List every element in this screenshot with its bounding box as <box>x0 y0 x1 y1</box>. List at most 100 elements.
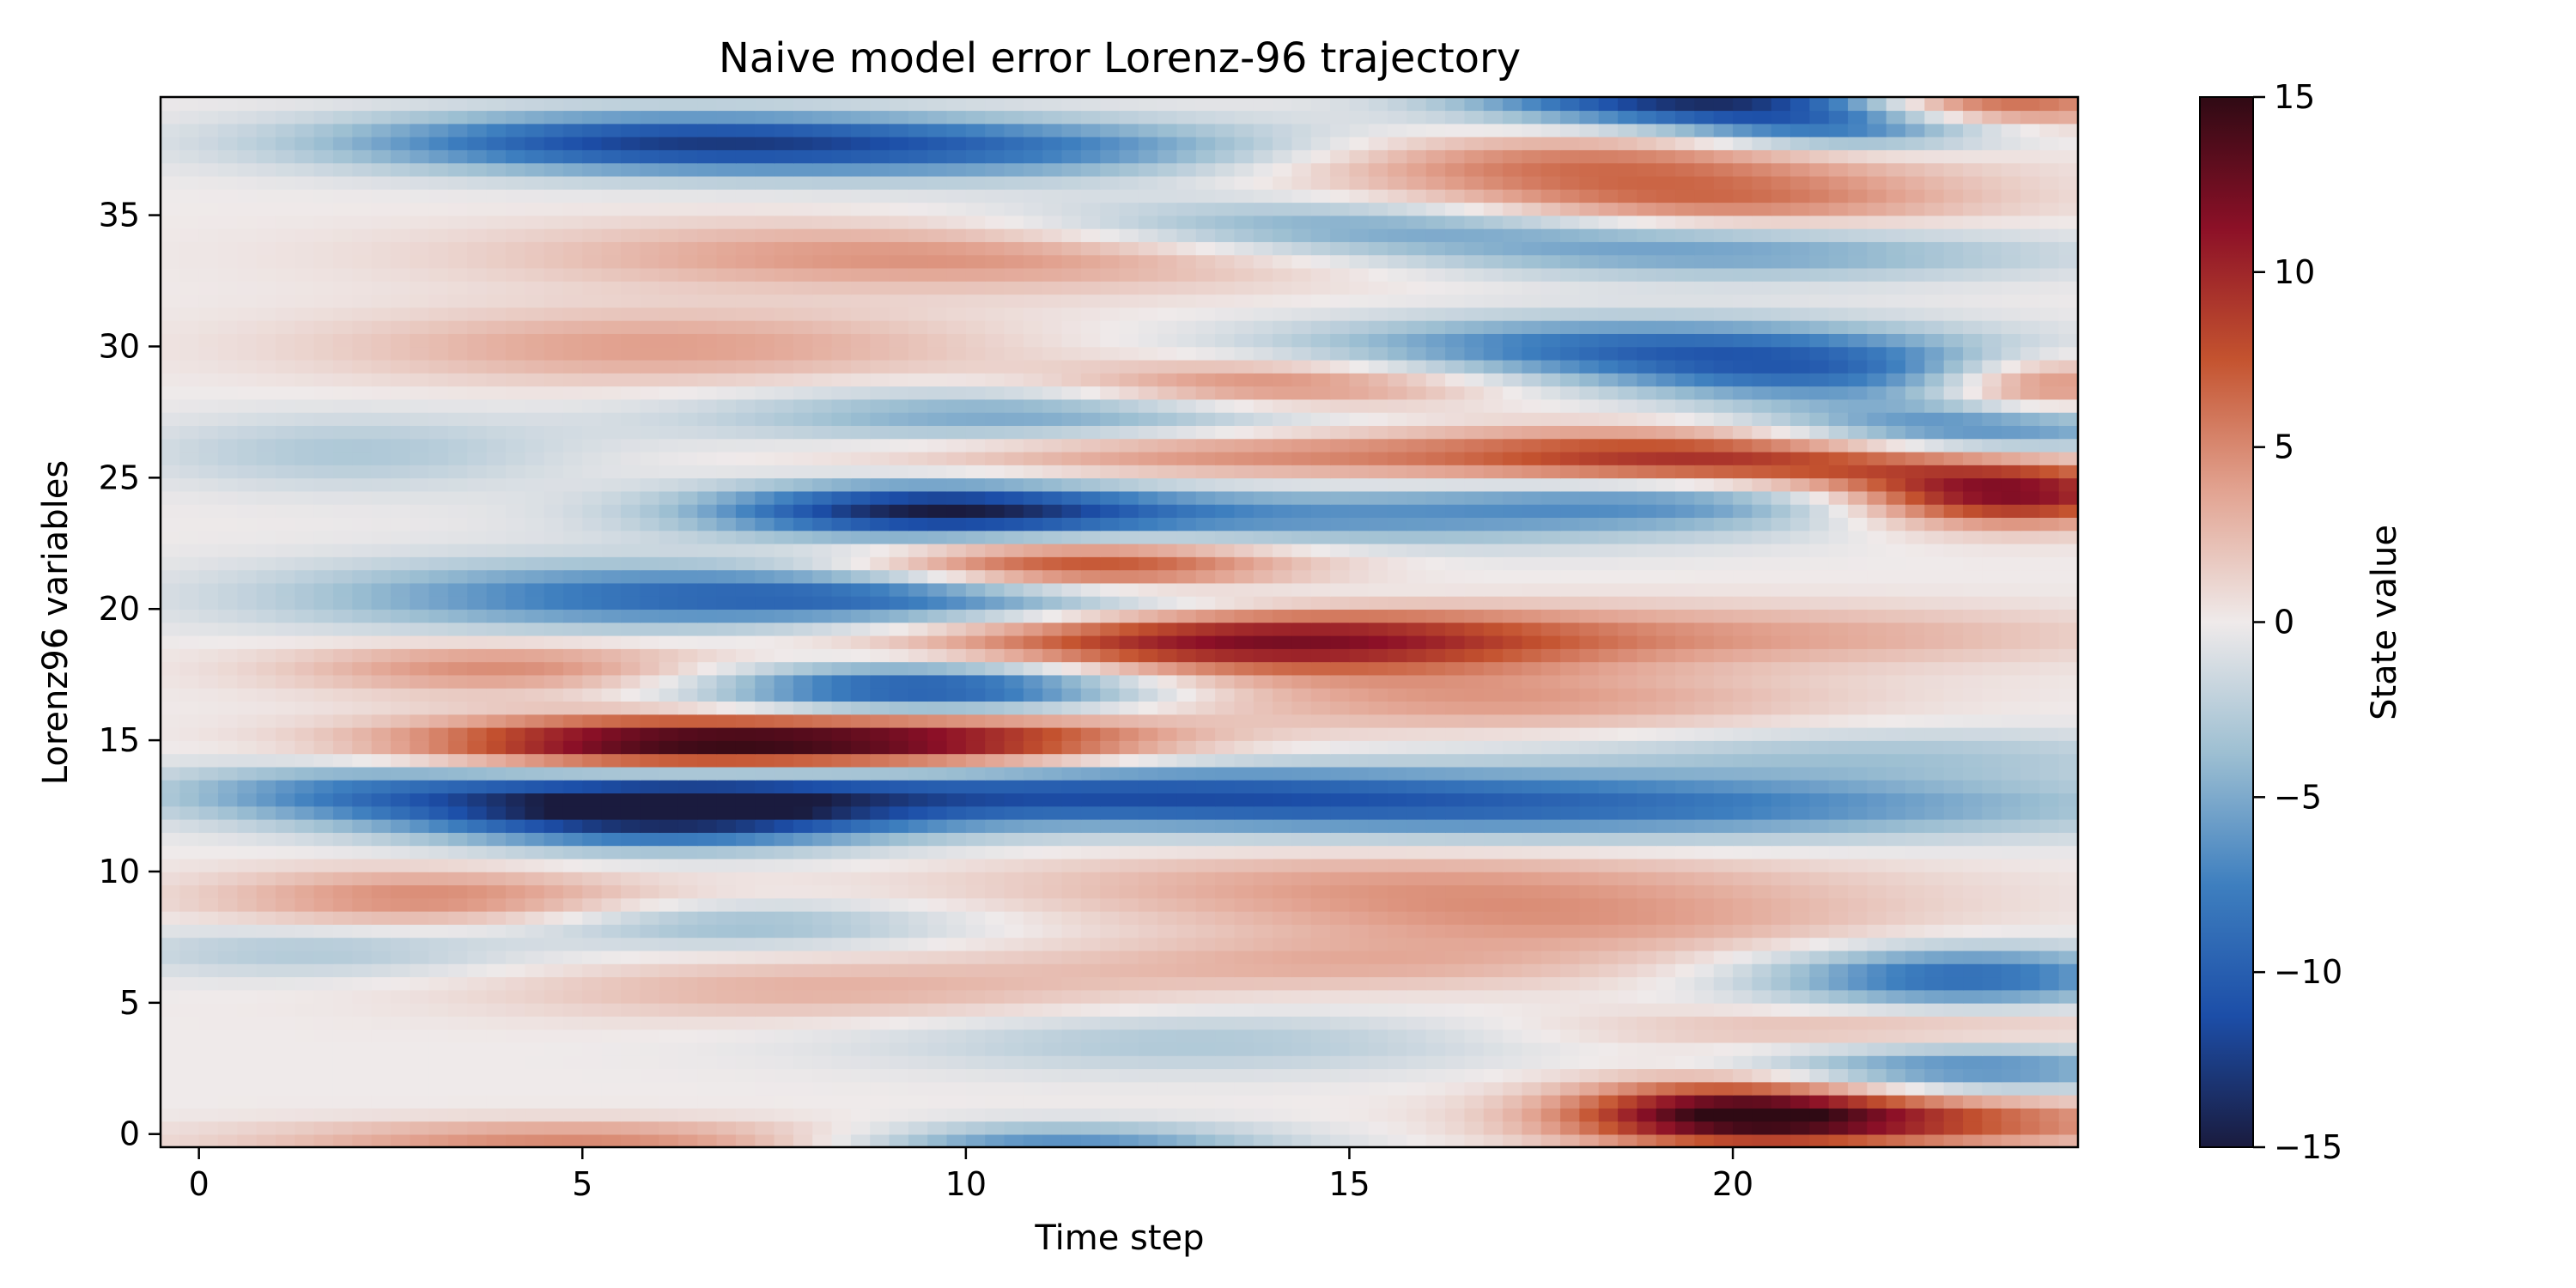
heatmap-cell <box>1886 517 1906 532</box>
heatmap-cell <box>1119 793 1139 807</box>
heatmap-cell <box>1195 858 1216 872</box>
heatmap-cell <box>620 884 641 899</box>
heatmap-cell <box>525 1068 545 1083</box>
heatmap-cell <box>1598 897 1619 912</box>
heatmap-cell <box>1982 963 2002 978</box>
heatmap-cell <box>735 701 756 715</box>
heatmap-cell <box>1368 543 1388 557</box>
heatmap-cell <box>295 517 315 532</box>
heatmap-cell <box>1752 622 1772 636</box>
heatmap-cell <box>774 1002 794 1017</box>
heatmap-cell <box>965 609 986 623</box>
heatmap-cell <box>1790 556 1811 571</box>
heatmap-cell <box>1253 976 1273 991</box>
heatmap-cell <box>1713 1042 1734 1056</box>
heatmap-cell <box>1867 753 1887 768</box>
heatmap-cell <box>179 687 200 702</box>
heatmap-cell <box>1809 635 1830 649</box>
heatmap-cell <box>1924 884 1945 899</box>
heatmap-cell <box>1752 858 1772 872</box>
heatmap-cell <box>774 517 794 532</box>
heatmap-cell <box>1445 818 1466 833</box>
heatmap-cell <box>1080 569 1101 584</box>
heatmap-cell <box>295 726 315 741</box>
heatmap-cell <box>1752 1108 1772 1122</box>
heatmap-cell <box>1848 635 1868 649</box>
heatmap-cell <box>1310 910 1331 925</box>
heatmap-cell <box>1004 543 1024 557</box>
heatmap-cell <box>1023 1108 1043 1122</box>
heatmap-cell <box>2020 661 2041 676</box>
heatmap-cell <box>1157 1054 1178 1070</box>
heatmap-cell <box>428 871 449 886</box>
heatmap-cell <box>2058 937 2079 951</box>
heatmap-cell <box>256 897 276 912</box>
heatmap-cell <box>390 1068 411 1083</box>
heatmap-cell <box>1540 910 1561 925</box>
heatmap-cell <box>371 1002 392 1017</box>
heatmap-cell <box>1752 937 1772 951</box>
heatmap-cell <box>1809 490 1830 505</box>
heatmap-cell <box>1809 1002 1830 1017</box>
heatmap-cell <box>1943 1081 1964 1096</box>
heatmap-cell <box>1848 490 1868 505</box>
heatmap-cell <box>2001 963 2021 978</box>
heatmap-cell <box>161 1029 181 1043</box>
heatmap-cell <box>1138 779 1158 794</box>
heatmap-cell <box>179 845 200 860</box>
heatmap-cell <box>486 1133 507 1148</box>
heatmap-cell <box>1713 832 1734 847</box>
heatmap-cell <box>1483 726 1504 741</box>
heatmap-cell <box>1061 989 1082 1004</box>
heatmap-cell <box>1464 582 1485 597</box>
heatmap-cell <box>1503 740 1523 755</box>
heatmap-cell <box>812 989 833 1004</box>
heatmap-cell <box>889 569 909 584</box>
heatmap-cell <box>1234 726 1255 741</box>
heatmap-cell <box>1042 517 1063 532</box>
heatmap-cell <box>1445 556 1466 571</box>
heatmap-cell <box>371 569 392 584</box>
heatmap-cell <box>1752 818 1772 833</box>
heatmap-cell <box>1310 609 1331 623</box>
heatmap-cell <box>1522 503 1542 518</box>
heatmap-cell <box>1943 1068 1964 1083</box>
heatmap-cell <box>332 1042 354 1056</box>
heatmap-cell <box>237 569 258 584</box>
heatmap-cell <box>850 1016 872 1030</box>
heatmap-cell <box>371 622 392 636</box>
heatmap-cell <box>295 1029 315 1043</box>
heatmap-cell <box>275 1054 296 1070</box>
heatmap-cell <box>716 910 737 925</box>
heatmap-cell <box>161 622 181 636</box>
heatmap-cell <box>677 595 699 611</box>
heatmap-cell <box>161 1133 181 1148</box>
heatmap-cell <box>1291 595 1312 611</box>
heatmap-cell <box>1349 910 1370 925</box>
heatmap-cell <box>1503 517 1523 532</box>
heatmap-cell <box>831 503 852 518</box>
heatmap-cell <box>1157 582 1178 597</box>
heatmap-cell <box>1195 1121 1216 1135</box>
heatmap-cell <box>1713 530 1734 544</box>
heatmap-cell <box>1540 924 1561 939</box>
heatmap-cell <box>927 556 948 571</box>
heatmap-cell <box>889 490 909 505</box>
heatmap-cell <box>985 963 1005 978</box>
heatmap-cell <box>831 845 852 860</box>
heatmap-cell <box>332 543 354 557</box>
heatmap-cell <box>965 543 986 557</box>
heatmap-cell <box>640 661 660 676</box>
heatmap-cell <box>1157 726 1178 741</box>
heatmap-cell <box>870 582 890 597</box>
heatmap-cell <box>812 674 833 689</box>
heatmap-cell <box>735 805 756 820</box>
heatmap-cell <box>332 1094 354 1109</box>
heatmap-cell <box>793 950 814 964</box>
heatmap-cell <box>1522 1108 1542 1122</box>
heatmap-cell <box>908 1108 928 1122</box>
heatmap-cell <box>371 1054 392 1070</box>
heatmap-cell <box>1790 609 1811 623</box>
heatmap-cell <box>256 871 276 886</box>
heatmap-cell <box>275 648 296 663</box>
